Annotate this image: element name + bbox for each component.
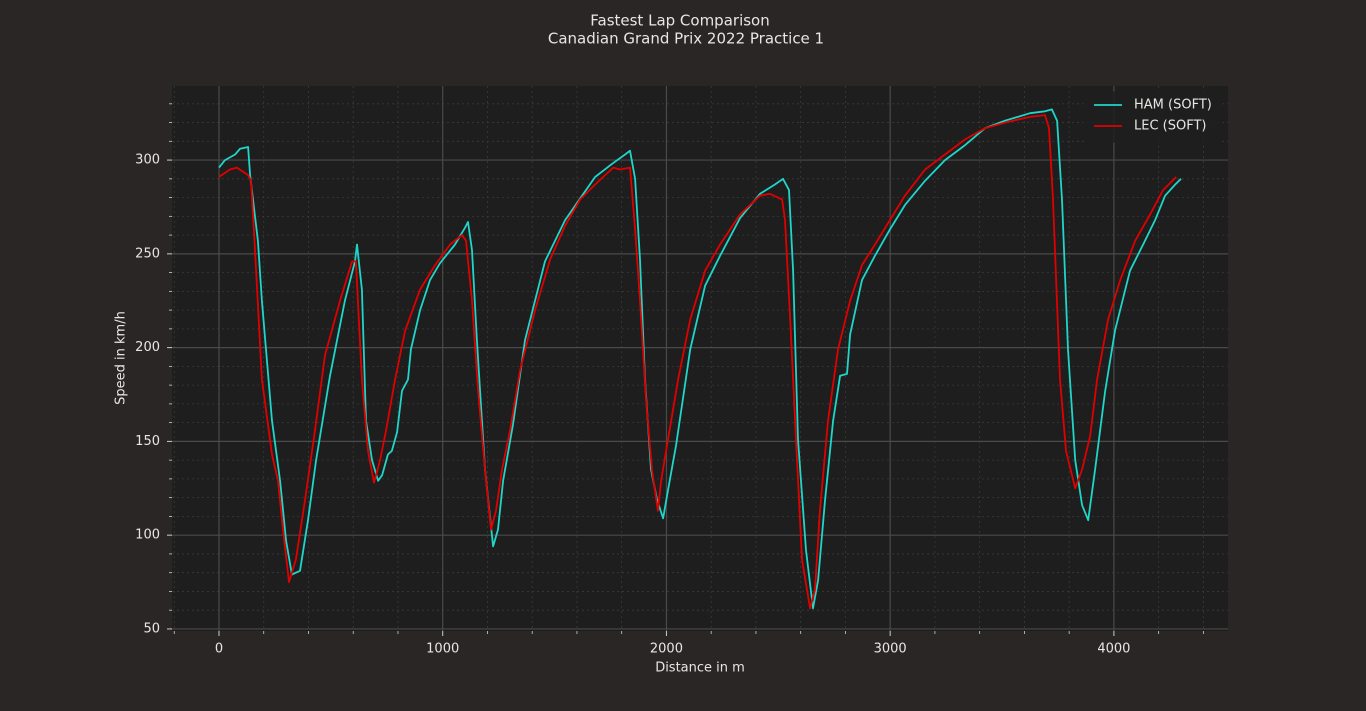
- y-tick-label: 50: [143, 621, 160, 636]
- plot-area: [172, 86, 1228, 631]
- x-tick-label: 1000: [426, 642, 459, 657]
- line-series: [218, 108, 1182, 610]
- x-tick-label: 0: [215, 642, 223, 657]
- legend-label: HAM (SOFT): [1134, 98, 1212, 113]
- chart-subtitle: Canadian Grand Prix 2022 Practice 1: [548, 30, 824, 48]
- x-tick-label: 4000: [1097, 642, 1130, 657]
- legend-label: LEC (SOFT): [1134, 119, 1206, 134]
- line-series: [218, 114, 1177, 610]
- x-tick-label: 2000: [650, 642, 683, 657]
- y-tick-label: 150: [135, 434, 160, 449]
- y-tick-label: 250: [135, 246, 160, 261]
- y-tick-label: 200: [135, 340, 160, 355]
- x-tick-label: 3000: [874, 642, 907, 657]
- x-axis-label: Distance in m: [655, 661, 745, 676]
- y-tick-label: 300: [135, 153, 160, 168]
- y-axis-label: Speed in km/h: [114, 311, 129, 405]
- y-tick-label: 100: [135, 528, 160, 543]
- chart-title: Fastest Lap Comparison: [590, 12, 769, 30]
